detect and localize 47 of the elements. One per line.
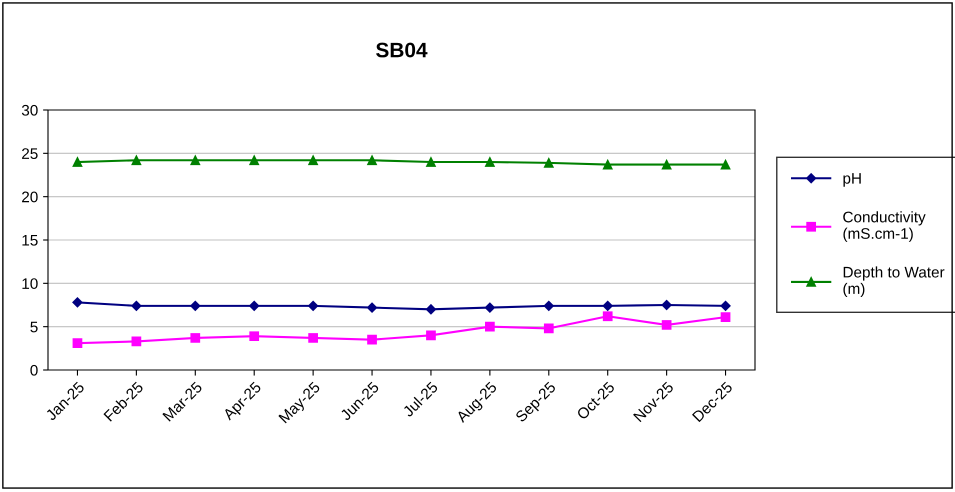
point	[72, 338, 82, 348]
point	[720, 312, 730, 322]
y-tick-label: 5	[30, 322, 38, 332]
point	[367, 155, 377, 166]
y-tick-label: 25	[22, 148, 38, 160]
legend-label: Conductivity (mS.cm-1)	[843, 211, 926, 242]
point	[249, 155, 260, 166]
point	[720, 160, 730, 170]
point	[132, 155, 142, 166]
point	[485, 157, 495, 167]
point	[249, 331, 260, 342]
point	[308, 333, 318, 343]
point	[190, 155, 200, 166]
point	[366, 302, 378, 313]
point	[485, 322, 495, 332]
point	[484, 302, 495, 313]
y-tick-label: 15	[22, 235, 38, 246]
point	[602, 311, 613, 322]
point	[544, 300, 554, 311]
point	[602, 160, 613, 170]
point	[662, 300, 672, 310]
point	[662, 160, 672, 170]
y-tick-label: 10	[22, 278, 38, 290]
chart-title: SB04	[376, 42, 428, 58]
point	[72, 297, 83, 308]
point	[662, 320, 672, 330]
point	[72, 157, 82, 167]
point	[131, 300, 142, 311]
point	[426, 304, 436, 314]
point	[308, 300, 318, 311]
point	[544, 324, 554, 334]
legend-label: Depth to Water (m)	[843, 266, 944, 298]
point	[426, 330, 436, 340]
point	[367, 334, 377, 345]
y-tick-label: 0	[30, 364, 38, 376]
point	[308, 155, 318, 166]
point	[720, 300, 731, 311]
point	[132, 336, 142, 346]
point	[190, 300, 200, 311]
y-tick-label: 30	[22, 104, 38, 116]
point	[190, 333, 200, 343]
point	[602, 300, 613, 311]
point	[249, 300, 260, 311]
legend-label: pH	[843, 173, 861, 187]
y-tick-label: 20	[22, 192, 38, 202]
point	[426, 157, 436, 167]
point	[544, 158, 554, 168]
